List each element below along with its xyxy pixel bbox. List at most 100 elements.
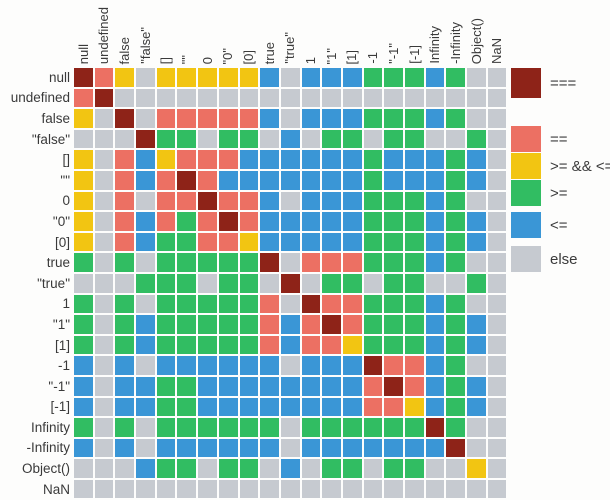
matrix-cell	[384, 397, 403, 417]
matrix-cell	[446, 315, 466, 334]
matrix-cell	[74, 273, 93, 293]
matrix-cell	[405, 212, 424, 231]
matrix-cell	[425, 459, 445, 478]
matrix-cell	[342, 418, 362, 437]
matrix-cell	[94, 253, 114, 272]
matrix-cell	[405, 459, 424, 478]
matrix-cell	[177, 253, 197, 272]
column-header-label: "false"	[137, 27, 153, 64]
matrix-cell	[94, 129, 114, 149]
matrix-cell	[467, 479, 486, 499]
matrix-cell	[363, 438, 383, 458]
matrix-cell	[342, 294, 362, 314]
matrix-cell	[260, 335, 279, 355]
matrix-cell	[446, 109, 466, 128]
matrix-cell	[218, 418, 238, 437]
column-header: [1]	[344, 0, 359, 64]
matrix-cell	[198, 376, 217, 396]
matrix-cell	[198, 273, 217, 293]
matrix-cell	[342, 253, 362, 272]
matrix-cell	[446, 479, 466, 499]
matrix-cell	[156, 294, 176, 314]
matrix-cell	[280, 294, 300, 314]
matrix-cell	[487, 397, 507, 417]
matrix-cell	[218, 315, 238, 334]
matrix-cell	[94, 479, 114, 499]
matrix-cell	[156, 479, 176, 499]
matrix-cell	[322, 68, 341, 87]
matrix-cell	[239, 88, 259, 108]
matrix-cell	[260, 191, 279, 211]
matrix-cell	[322, 88, 341, 108]
matrix-cell	[177, 459, 197, 478]
matrix-cell	[260, 150, 279, 169]
legend-swatch-gte-and-lte	[511, 153, 541, 179]
matrix-cell	[177, 418, 197, 437]
row-label: undefined	[10, 90, 70, 106]
matrix-cell	[239, 129, 259, 149]
matrix-cell	[136, 459, 155, 478]
matrix-cell	[177, 479, 197, 499]
legend-label-else: else	[550, 250, 578, 268]
matrix-cell	[446, 418, 466, 437]
column-header: false	[117, 0, 132, 64]
matrix-cell	[301, 170, 321, 190]
matrix-cell	[384, 315, 403, 334]
matrix-cell	[156, 88, 176, 108]
matrix-cell	[363, 459, 383, 478]
matrix-cell	[322, 191, 341, 211]
matrix-cell	[301, 253, 321, 272]
matrix-cell	[94, 212, 114, 231]
matrix-cell	[136, 335, 155, 355]
matrix-cell	[384, 356, 403, 375]
matrix-cell	[487, 273, 507, 293]
matrix-cell	[156, 253, 176, 272]
matrix-cell	[239, 315, 259, 334]
matrix-cell	[177, 232, 197, 252]
matrix-cell	[260, 376, 279, 396]
matrix-cell	[239, 109, 259, 128]
matrix-cell	[280, 129, 300, 149]
matrix-cell	[363, 479, 383, 499]
matrix-cell	[487, 129, 507, 149]
legend-item-gte: >=	[511, 180, 568, 206]
legend-item-lte: <=	[511, 212, 568, 238]
matrix-cell	[322, 335, 341, 355]
matrix-cell	[260, 479, 279, 499]
matrix-cell	[115, 273, 135, 293]
matrix-cell	[115, 418, 135, 437]
matrix-cell	[156, 315, 176, 334]
matrix-cell	[280, 356, 300, 375]
matrix-cell	[74, 232, 93, 252]
matrix-cell	[342, 459, 362, 478]
matrix-cell	[384, 335, 403, 355]
matrix-cell	[94, 438, 114, 458]
matrix-cell	[467, 253, 486, 272]
matrix-cell	[425, 212, 445, 231]
column-header: ""	[179, 0, 194, 64]
matrix-cell	[115, 397, 135, 417]
column-header: []	[158, 0, 173, 64]
matrix-cell	[156, 438, 176, 458]
matrix-cell	[218, 170, 238, 190]
matrix-cell	[136, 376, 155, 396]
matrix-cell	[239, 232, 259, 252]
matrix-cell	[156, 170, 176, 190]
matrix-cell	[322, 479, 341, 499]
matrix-cell	[425, 376, 445, 396]
matrix-cell	[384, 68, 403, 87]
matrix-cell	[342, 438, 362, 458]
matrix-cell	[322, 170, 341, 190]
matrix-cell	[363, 170, 383, 190]
matrix-cell	[136, 315, 155, 334]
matrix-cell	[218, 273, 238, 293]
matrix-cell	[94, 418, 114, 437]
matrix-cell	[301, 397, 321, 417]
matrix-cell	[322, 129, 341, 149]
matrix-cell	[115, 170, 135, 190]
matrix-cell	[239, 479, 259, 499]
matrix-cell	[405, 129, 424, 149]
matrix-cell	[94, 273, 114, 293]
row-label: 1	[62, 296, 70, 312]
matrix-cell	[218, 129, 238, 149]
